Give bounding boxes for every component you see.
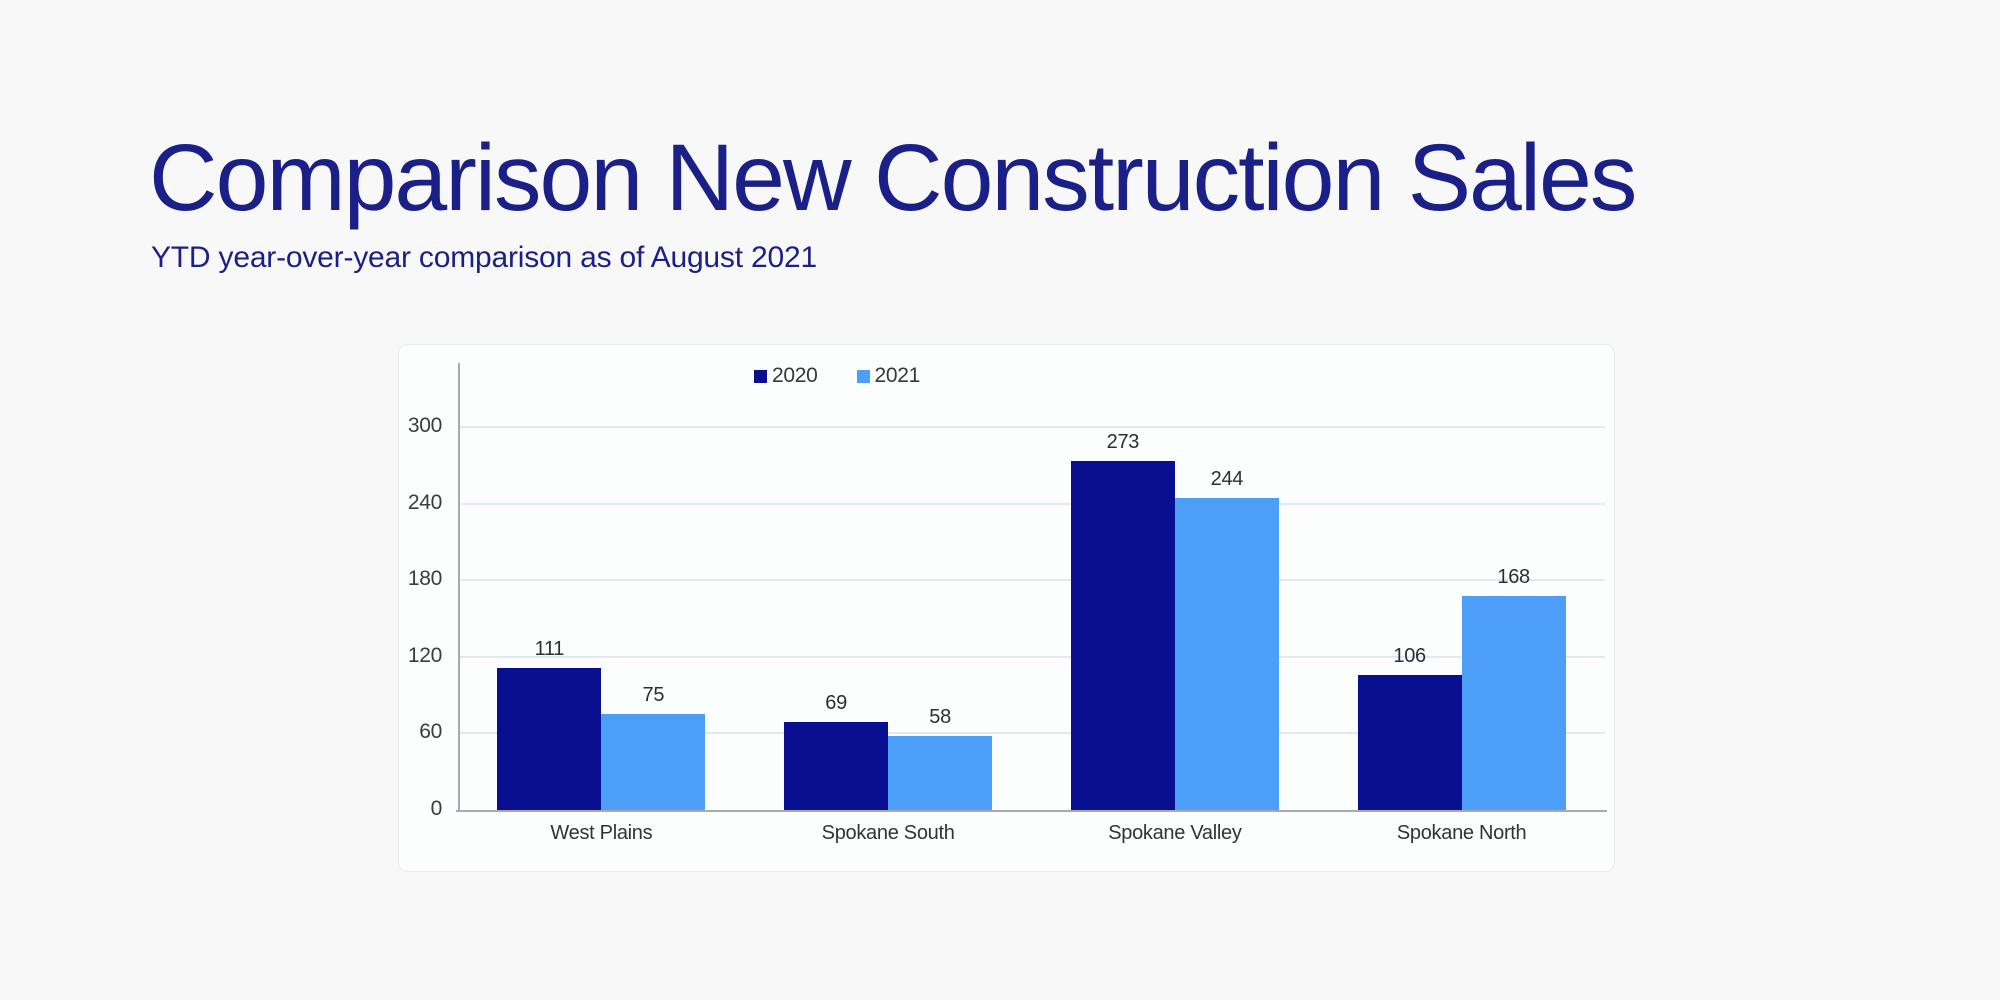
gridline-300 <box>458 426 1605 428</box>
bar-2021-spokane-north <box>1461 595 1566 810</box>
page-title: Comparison New Construction Sales <box>149 125 1637 231</box>
legend-swatch-2020 <box>754 369 767 383</box>
bar-2021-spokane-valley <box>1174 498 1279 810</box>
x-axis-line <box>456 810 1607 812</box>
bar-2021-west-plains <box>601 714 706 810</box>
category-label-spokane-north: Spokane North <box>1396 822 1527 844</box>
bar-2020-spokane-south <box>784 721 889 810</box>
value-label-2020-west-plains: 111 <box>534 638 565 661</box>
value-label-2021-spokane-south: 58 <box>929 705 951 728</box>
category-label-spokane-valley: Spokane Valley <box>1108 822 1242 844</box>
value-label-2020-spokane-north: 106 <box>1393 644 1426 667</box>
legend-label-2021: 2021 <box>874 364 921 387</box>
bar-2021-spokane-south <box>888 735 993 810</box>
legend-label-2020: 2020 <box>772 364 818 387</box>
bar-2020-west-plains <box>497 668 602 810</box>
y-tick-label-300: 300 <box>407 414 442 437</box>
y-tick-label-0: 0 <box>430 797 443 820</box>
value-label-2021-west-plains: 75 <box>642 684 665 707</box>
y-tick-label-180: 180 <box>407 567 442 591</box>
bar-2020-spokane-north <box>1357 674 1462 810</box>
value-label-2020-spokane-valley: 273 <box>1106 431 1140 454</box>
chart-legend: 2020 2021 <box>754 364 920 388</box>
gridline-120 <box>458 655 1605 658</box>
y-tick-label-60: 60 <box>419 720 442 744</box>
legend-swatch-2021 <box>856 369 870 383</box>
gridline-60 <box>458 732 1605 735</box>
y-tick-label-120: 120 <box>407 643 442 667</box>
y-tick-label-240: 240 <box>407 490 442 514</box>
gridline-240 <box>458 502 1605 505</box>
legend-item-2020: 2020 <box>754 364 818 388</box>
value-label-2021-spokane-valley: 244 <box>1210 468 1244 491</box>
legend-item-2021: 2021 <box>856 364 921 388</box>
y-axis-line <box>458 363 460 810</box>
gridline-180 <box>458 579 1605 582</box>
category-label-west-plains: West Plains <box>550 822 653 844</box>
page-subtitle: YTD year-over-year comparison as of Augu… <box>151 241 817 274</box>
value-label-2020-spokane-south: 69 <box>825 691 847 714</box>
bar-2020-spokane-valley <box>1070 461 1175 810</box>
value-label-2021-spokane-north: 168 <box>1497 565 1530 588</box>
category-label-spokane-south: Spokane South <box>821 822 955 844</box>
